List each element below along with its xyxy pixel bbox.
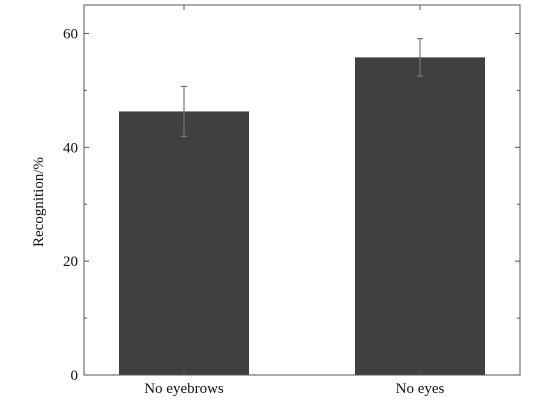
error-bar bbox=[181, 85, 187, 138]
x-tick-labels: No eyebrows No eyes bbox=[144, 381, 444, 397]
error-bar bbox=[417, 37, 423, 77]
y-tick-label: 20 bbox=[63, 254, 78, 270]
y-tick-label: 60 bbox=[63, 26, 78, 42]
ticks-layer bbox=[84, 5, 520, 376]
bars-layer bbox=[119, 57, 485, 375]
x-tick-label: No eyes bbox=[396, 381, 445, 397]
y-tick-labels: 0 20 40 60 bbox=[63, 26, 78, 384]
bar-no-eyebrows bbox=[119, 111, 249, 375]
x-tick-label: No eyebrows bbox=[144, 381, 224, 397]
plot-frame bbox=[83, 4, 521, 376]
error-bars-layer bbox=[181, 37, 423, 138]
bar-no-eyes bbox=[355, 57, 485, 375]
y-tick-label: 40 bbox=[63, 140, 78, 156]
y-tick-label: 0 bbox=[71, 368, 79, 384]
y-axis-title: Recognition/% bbox=[31, 157, 47, 247]
